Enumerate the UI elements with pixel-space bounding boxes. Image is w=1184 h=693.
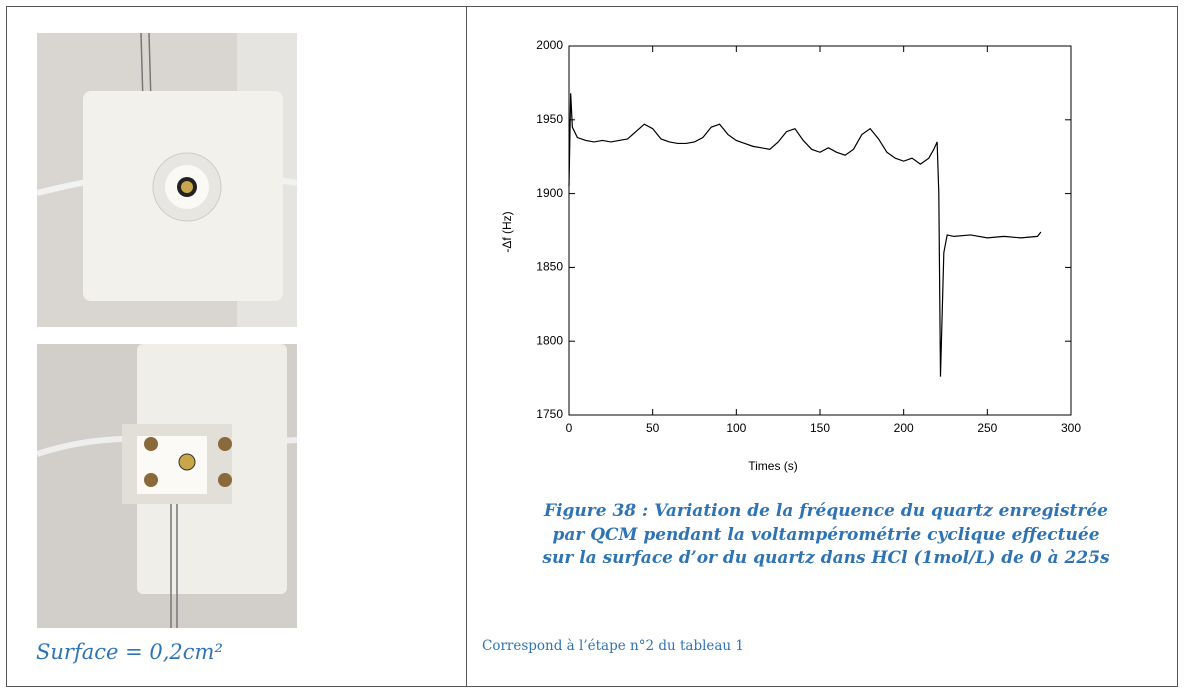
y-tick-label: 1950 [536, 112, 563, 126]
caption-line: Figure 38 : Variation de la fréquence du… [544, 501, 1108, 521]
x-tick-label: 50 [646, 421, 660, 435]
plot-frame [568, 45, 1072, 416]
photo-bottom [37, 344, 297, 628]
y-tick-label: 1850 [536, 260, 563, 274]
caption-line: sur la surface d’or du quartz dans HCl (… [542, 548, 1110, 568]
figure-caption: Figure 38 : Variation de la fréquence du… [470, 500, 1182, 571]
caption-line: par QCM pendant la voltampérométrie cycl… [552, 524, 1100, 545]
y-tick-label: 1800 [536, 333, 563, 347]
table-divider [466, 6, 467, 687]
chart: Times (s) -Δf (Hz) 1750 1800 1850 1900 1950 2… [500, 38, 1081, 473]
table-border [6, 6, 1178, 687]
y-tick-label: 2000 [536, 38, 563, 52]
surface-caption: Surface = 0,2cm² [36, 640, 223, 664]
x-axis-label: Times (s) [748, 459, 798, 473]
y-axis-label: -Δf (Hz) [500, 211, 514, 252]
x-tick-label: 250 [977, 421, 997, 435]
x-tick-label: 300 [1061, 421, 1081, 435]
photo-top [37, 33, 297, 327]
x-tick-label: 150 [810, 421, 830, 435]
x-tick-label: 0 [566, 421, 573, 435]
x-tick-label: 100 [726, 421, 746, 435]
note: Correspond à l’étape n°2 du tableau 1 [482, 638, 745, 654]
y-tick-label: 1750 [536, 407, 563, 421]
data-line [568, 93, 1042, 377]
x-tick-label: 200 [894, 421, 914, 435]
y-tick-label: 1900 [536, 186, 563, 200]
